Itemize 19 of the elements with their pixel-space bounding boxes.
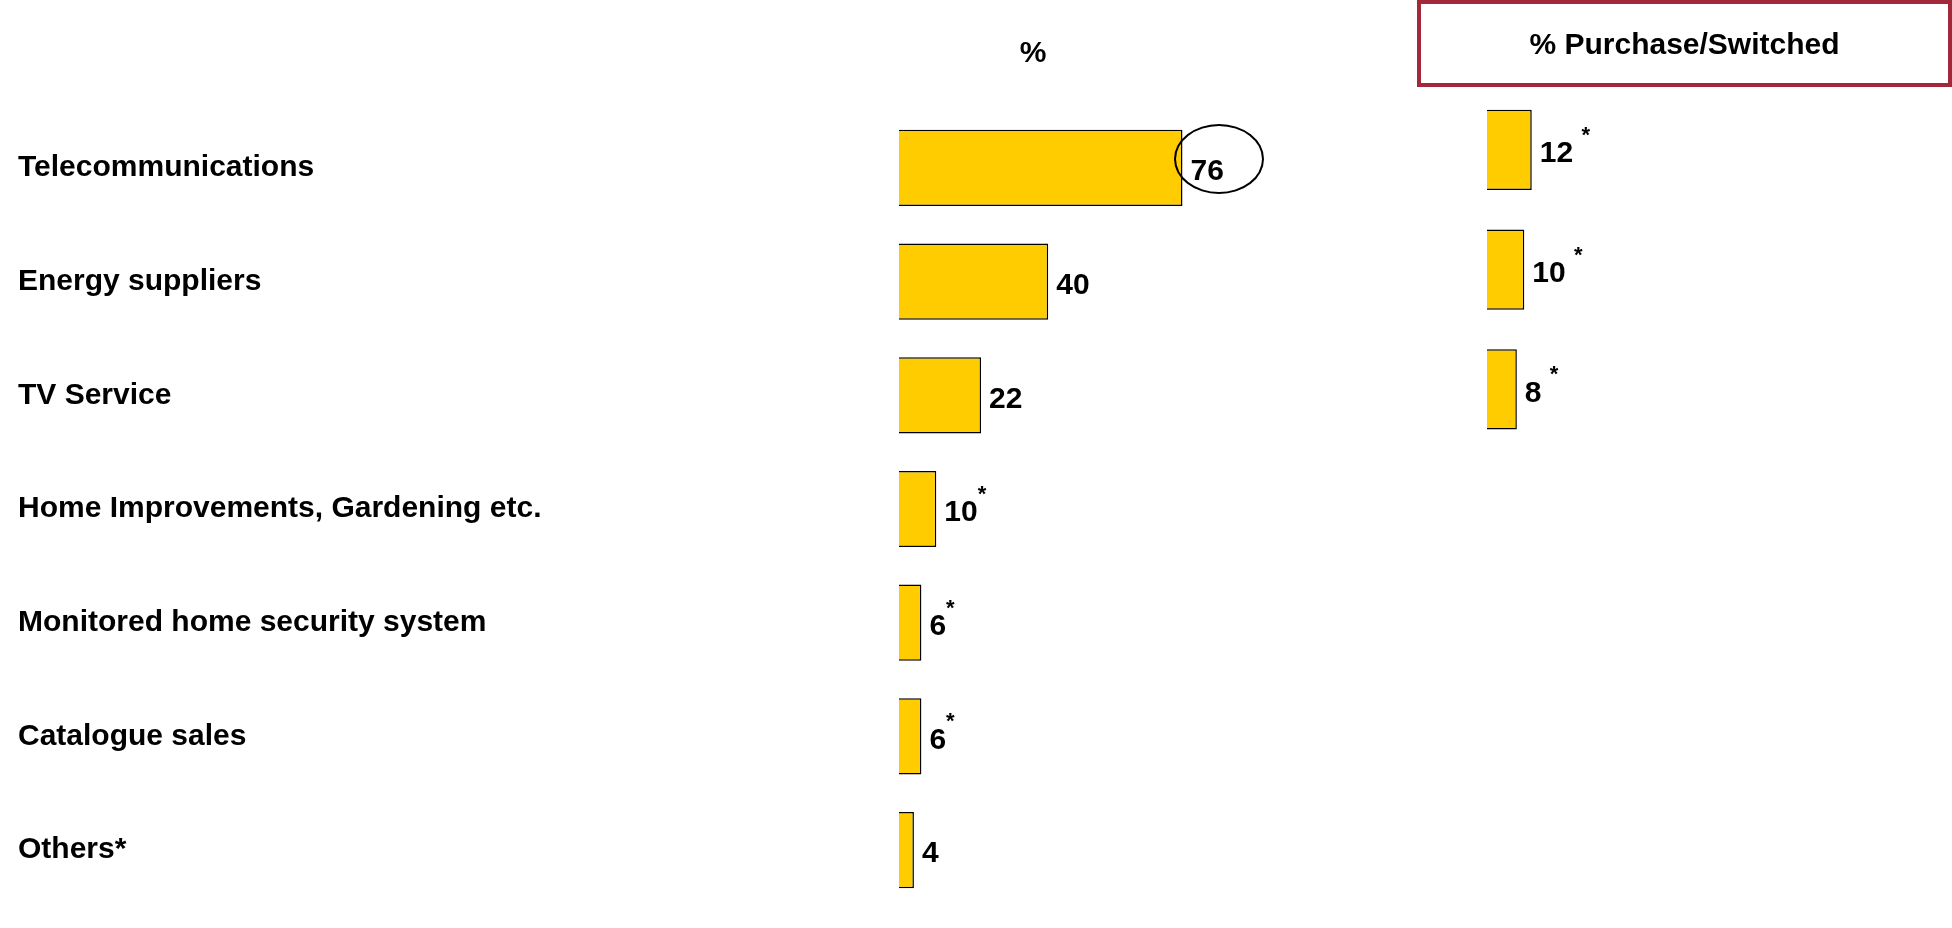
- data-label: 6*: [929, 708, 956, 755]
- chart-title: %: [1018, 34, 1048, 70]
- data-label: 10 *: [1532, 241, 1583, 288]
- data-label: 10*: [944, 481, 987, 528]
- data-label: 22: [989, 380, 1023, 414]
- data-label: 12 *: [1539, 121, 1591, 169]
- data-label: 8 *: [1524, 361, 1559, 408]
- y-tick-label: Energy suppliers: [18, 262, 262, 296]
- y-tick-label: Others*: [18, 831, 127, 865]
- y-tick-label: Catalogue sales: [18, 717, 247, 751]
- data-label: 6*: [929, 594, 956, 641]
- y-tick-label: TV Service: [18, 376, 172, 410]
- data-label: 76: [1190, 153, 1224, 187]
- text: % Purchase/Switched: [1417, 0, 1952, 87]
- y-tick-label: Telecommunications: [18, 149, 315, 183]
- data-label: 4: [921, 835, 939, 869]
- data-label: 40: [1056, 266, 1090, 300]
- y-tick-label: Home Improvements, Gardening etc.: [18, 490, 542, 524]
- y-tick-label: Monitored home security system: [18, 603, 487, 637]
